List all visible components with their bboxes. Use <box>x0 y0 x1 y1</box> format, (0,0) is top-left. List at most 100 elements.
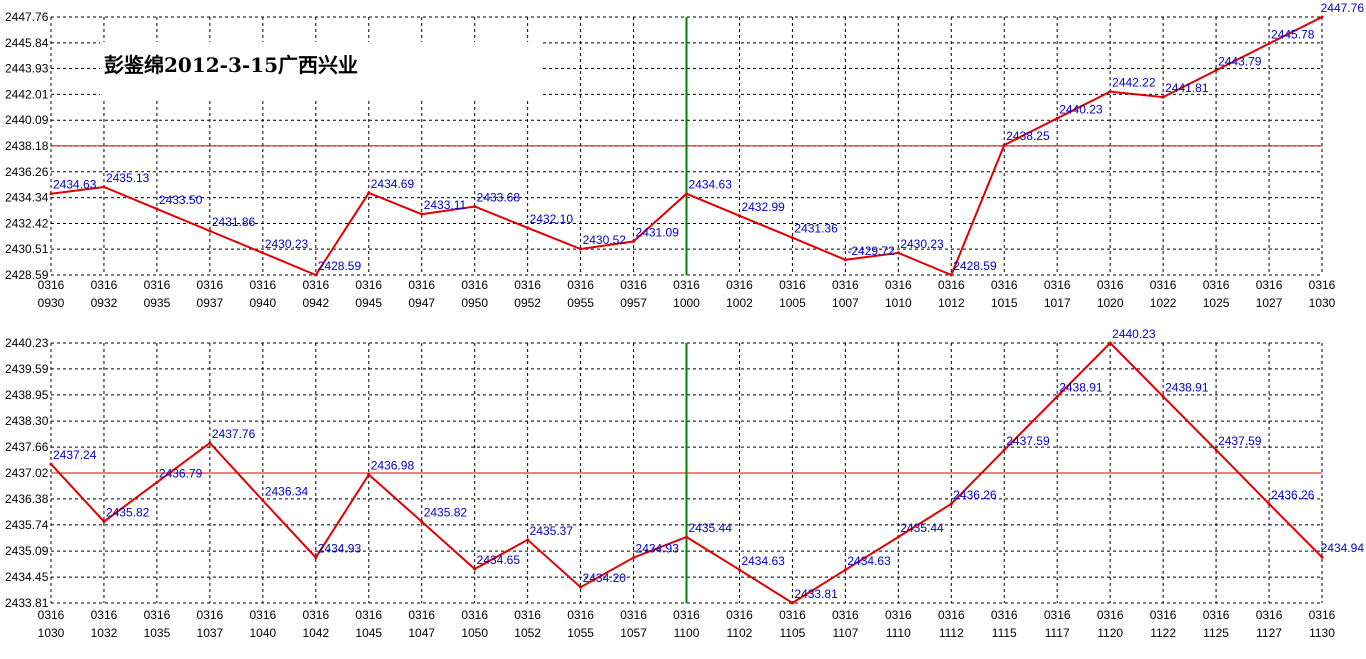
x-tick-label-date: 0316 <box>197 278 224 292</box>
x-tick-label-time: 1030 <box>38 626 65 640</box>
x-tick-label-date: 0316 <box>1203 278 1230 292</box>
x-tick-label-time: 1050 <box>461 626 488 640</box>
data-label: 2437.59 <box>1218 434 1262 448</box>
data-point <box>1055 116 1059 120</box>
data-label: 2435.44 <box>689 521 733 535</box>
x-tick-label-time: 1037 <box>197 626 224 640</box>
data-point <box>896 535 900 539</box>
y-tick-label: 2443.93 <box>5 62 49 76</box>
data-point <box>155 207 159 211</box>
x-tick-label-time: 1107 <box>832 626 858 640</box>
x-tick-label-date: 0316 <box>408 278 435 292</box>
data-label: 2442.22 <box>1112 76 1156 90</box>
data-point <box>685 535 688 539</box>
data-label: 2432.99 <box>741 200 785 214</box>
x-tick-label-date: 0316 <box>461 278 488 292</box>
data-point <box>526 538 530 542</box>
x-tick-label-date: 0316 <box>1256 608 1283 622</box>
data-label: -2429.72 <box>847 244 895 258</box>
y-tick-label: 2434.45 <box>5 570 49 584</box>
x-tick-label-date: 0316 <box>1309 278 1336 292</box>
x-tick-label-time: 1010 <box>885 296 912 310</box>
x-tick-label-date: 0316 <box>1150 608 1177 622</box>
x-tick-label-date: 0316 <box>832 278 859 292</box>
x-tick-label-time: 0930 <box>38 296 65 310</box>
x-tick-label-time: 1002 <box>726 296 753 310</box>
y-tick-label: 2440.23 <box>5 336 49 350</box>
data-point <box>790 601 794 605</box>
x-tick-label-date: 0316 <box>91 608 118 622</box>
y-tick-label: 2432.42 <box>5 216 49 230</box>
data-point <box>579 247 583 251</box>
x-tick-label-time: 1120 <box>1097 626 1123 640</box>
x-tick-label-date: 0316 <box>302 278 329 292</box>
x-tick-label-time: 0955 <box>567 296 594 310</box>
x-tick-label-time: 1100 <box>674 626 700 640</box>
data-label: 2434.65 <box>477 553 521 567</box>
data-label: 2428.59 <box>318 259 362 273</box>
data-point <box>208 441 212 445</box>
data-point <box>843 258 847 262</box>
data-point <box>1267 42 1271 46</box>
data-label: 2436.26 <box>1271 488 1315 502</box>
data-point <box>314 556 318 560</box>
x-tick-label-date: 0316 <box>144 608 171 622</box>
x-tick-label-time: 1025 <box>1203 296 1230 310</box>
data-label: 2434.94 <box>1321 541 1365 555</box>
x-tick-label-date: 0316 <box>197 608 224 622</box>
data-label: 2434.93 <box>636 542 680 556</box>
data-point <box>737 568 741 572</box>
x-tick-label-date: 0316 <box>885 278 912 292</box>
chart-title: 彭鉴绵2012-3-15广西兴业 <box>104 53 358 77</box>
data-label: 2436.34 <box>265 485 309 499</box>
data-label: 2432.10 <box>530 212 574 226</box>
x-tick-label-time: 1052 <box>514 626 541 640</box>
data-label: 2433.81 <box>794 587 838 601</box>
x-tick-label-date: 0316 <box>355 278 382 292</box>
data-point <box>367 473 371 477</box>
x-tick-label-date: 0316 <box>832 608 859 622</box>
x-tick-label-date: 0316 <box>567 608 594 622</box>
data-label: 2445.78 <box>1271 28 1315 42</box>
data-label: 2433.11 <box>424 198 467 212</box>
x-tick-label-time: 1047 <box>408 626 435 640</box>
data-point <box>1214 448 1218 452</box>
x-tick-label-date: 0316 <box>779 608 806 622</box>
x-tick-label-time: 0937 <box>197 296 224 310</box>
x-tick-label-time: 1057 <box>620 626 647 640</box>
data-point <box>949 273 953 277</box>
chart-layer: 2447.76 2445.84 2443.93 2442.01 2440.09 2438.… <box>5 1 1364 640</box>
x-tick-label-time: 1125 <box>1203 626 1229 640</box>
y-tick-label: 2436.26 <box>5 165 49 179</box>
data-point <box>1320 15 1324 19</box>
data-label: 2433.50 <box>159 193 203 207</box>
x-tick-label-time: 1020 <box>1097 296 1124 310</box>
x-tick-label-date: 0316 <box>620 278 647 292</box>
x-tick-label-date: 0316 <box>249 608 276 622</box>
data-point <box>843 568 847 572</box>
data-label: 2430.23 <box>900 237 944 251</box>
x-tick-label-date: 0316 <box>91 278 118 292</box>
x-tick-label-time: 0957 <box>620 296 647 310</box>
data-point <box>1002 448 1006 452</box>
x-tick-label-time: 1045 <box>355 626 382 640</box>
data-label: 2434.63 <box>847 554 891 568</box>
x-tick-label-date: 0316 <box>567 278 594 292</box>
x-tick-label-time: 0940 <box>249 296 276 310</box>
y-tick-label: 2438.95 <box>5 388 49 402</box>
x-tick-label-date: 0316 <box>991 608 1018 622</box>
x-tick-label-date: 0316 <box>38 278 65 292</box>
data-point <box>314 273 318 277</box>
y-tick-label: 2437.02 <box>5 466 49 480</box>
x-tick-label-date: 0316 <box>302 608 329 622</box>
x-tick-label-date: 0316 <box>938 278 965 292</box>
data-label: 2428.59 <box>953 259 997 273</box>
x-tick-label-time: 1112 <box>939 626 964 640</box>
x-tick-label-date: 0316 <box>1044 608 1071 622</box>
data-label: 2435.37 <box>530 524 574 538</box>
x-tick-label-time: 1007 <box>832 296 859 310</box>
x-tick-label-time: 1130 <box>1309 626 1335 640</box>
y-tick-label: 2438.18 <box>5 139 49 153</box>
x-tick-label-date: 0316 <box>1256 278 1283 292</box>
